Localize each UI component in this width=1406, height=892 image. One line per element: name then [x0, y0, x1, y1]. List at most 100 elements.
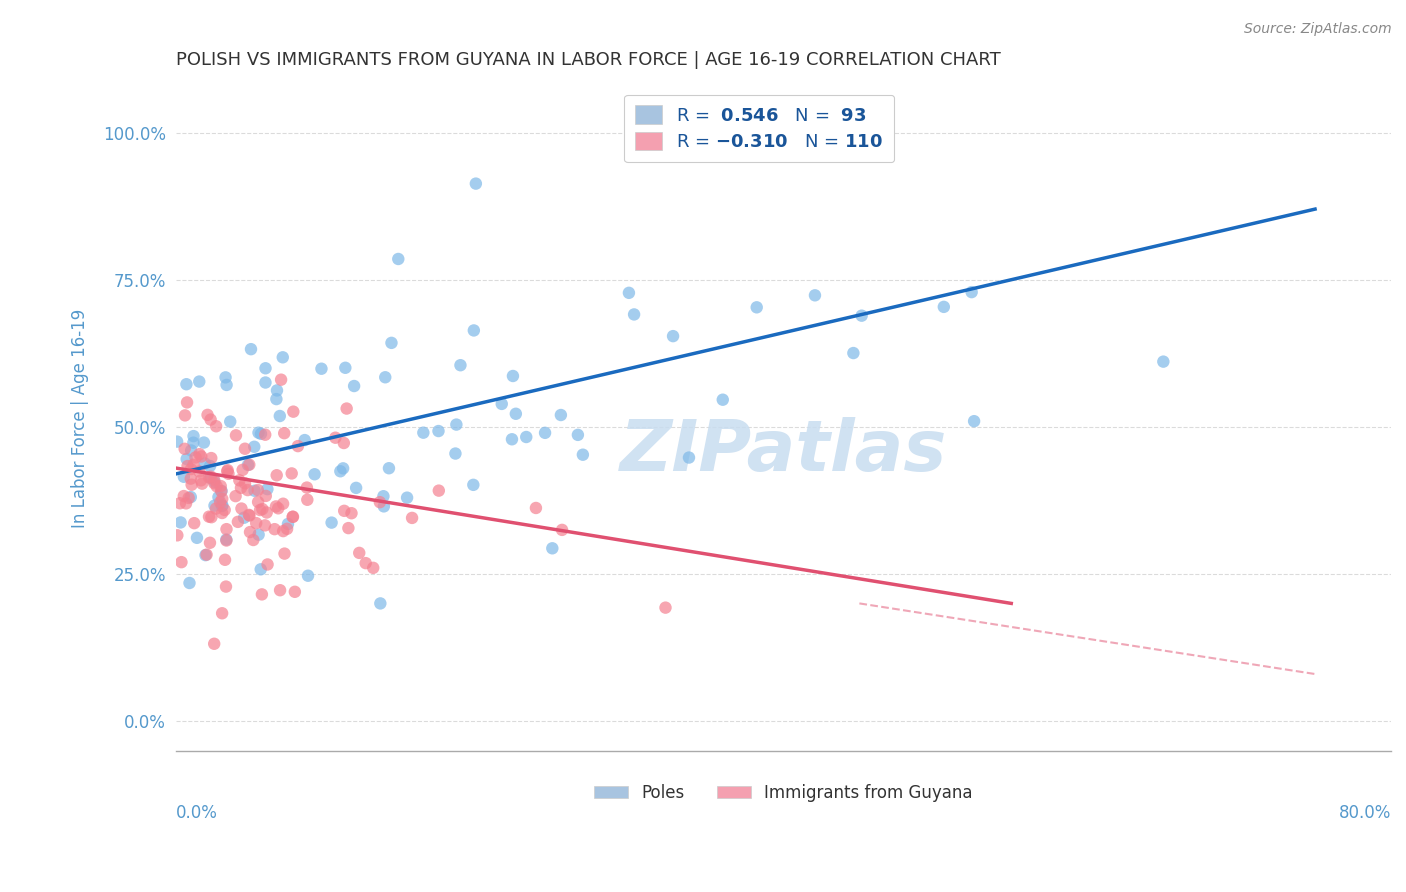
Poles — [396, 491, 419, 505]
Immigrants from Guyana — [247, 495, 270, 509]
Immigrants from Guyana — [295, 481, 318, 495]
Poles — [215, 378, 238, 392]
Immigrants from Guyana — [209, 495, 232, 509]
Poles — [427, 424, 450, 438]
Immigrants from Guyana — [176, 395, 198, 409]
Immigrants from Guyana — [198, 535, 221, 549]
Immigrants from Guyana — [281, 509, 304, 524]
Poles — [271, 351, 294, 365]
Poles — [321, 516, 343, 530]
Poles — [198, 458, 221, 473]
Immigrants from Guyana — [337, 521, 360, 535]
Poles — [960, 285, 983, 299]
Immigrants from Guyana — [209, 484, 232, 499]
Immigrants from Guyana — [236, 483, 259, 497]
Poles — [370, 596, 392, 610]
Immigrants from Guyana — [200, 469, 222, 483]
Immigrants from Guyana — [177, 491, 200, 505]
Immigrants from Guyana — [217, 463, 239, 477]
Poles — [173, 470, 195, 484]
Poles — [567, 428, 589, 442]
Poles — [194, 548, 217, 562]
Immigrants from Guyana — [325, 431, 347, 445]
Immigrants from Guyana — [226, 515, 249, 529]
Immigrants from Guyana — [273, 426, 295, 441]
Poles — [446, 417, 468, 432]
Poles — [464, 177, 486, 191]
Immigrants from Guyana — [238, 508, 260, 523]
Poles — [211, 499, 233, 513]
Poles — [269, 409, 291, 423]
Immigrants from Guyana — [215, 522, 238, 536]
Immigrants from Guyana — [233, 476, 256, 491]
Immigrants from Guyana — [349, 546, 371, 560]
Immigrants from Guyana — [427, 483, 450, 498]
Immigrants from Guyana — [297, 492, 319, 507]
Poles — [176, 452, 198, 467]
Immigrants from Guyana — [198, 509, 221, 524]
Immigrants from Guyana — [191, 476, 214, 491]
Text: POLISH VS IMMIGRANTS FROM GUYANA IN LABOR FORCE | AGE 16-19 CORRELATION CHART: POLISH VS IMMIGRANTS FROM GUYANA IN LABO… — [176, 51, 1001, 69]
Immigrants from Guyana — [188, 465, 211, 479]
Immigrants from Guyana — [176, 458, 198, 473]
Immigrants from Guyana — [270, 373, 292, 387]
Immigrants from Guyana — [254, 489, 277, 503]
Immigrants from Guyana — [214, 503, 236, 517]
Immigrants from Guyana — [217, 464, 239, 478]
Immigrants from Guyana — [169, 496, 191, 510]
Poles — [572, 448, 595, 462]
Poles — [932, 300, 955, 314]
Immigrants from Guyana — [215, 580, 238, 594]
Immigrants from Guyana — [188, 447, 211, 461]
Poles — [183, 435, 205, 450]
Immigrants from Guyana — [198, 470, 221, 484]
Poles — [380, 335, 402, 350]
Immigrants from Guyana — [180, 472, 202, 486]
Immigrants from Guyana — [209, 479, 232, 493]
Immigrants from Guyana — [205, 501, 228, 516]
Immigrants from Guyana — [200, 412, 222, 426]
Immigrants from Guyana — [246, 483, 269, 497]
Immigrants from Guyana — [174, 496, 197, 510]
Poles — [297, 568, 319, 582]
Immigrants from Guyana — [232, 463, 254, 477]
Poles — [378, 461, 401, 475]
Immigrants from Guyana — [228, 473, 250, 487]
Immigrants from Guyana — [214, 553, 236, 567]
Poles — [214, 370, 236, 384]
Immigrants from Guyana — [271, 497, 294, 511]
Poles — [236, 458, 259, 472]
Legend: Poles, Immigrants from Guyana: Poles, Immigrants from Guyana — [588, 777, 980, 809]
Immigrants from Guyana — [205, 479, 228, 493]
Immigrants from Guyana — [340, 506, 363, 520]
Immigrants from Guyana — [280, 467, 302, 481]
Y-axis label: In Labor Force | Age 16-19: In Labor Force | Age 16-19 — [72, 309, 89, 528]
Immigrants from Guyana — [180, 477, 202, 491]
Poles — [200, 471, 222, 485]
Poles — [183, 429, 205, 443]
Poles — [215, 533, 238, 547]
Poles — [166, 434, 188, 449]
Poles — [711, 392, 734, 407]
Poles — [179, 576, 201, 591]
Poles — [211, 499, 233, 513]
Poles — [277, 516, 299, 531]
Immigrants from Guyana — [195, 548, 218, 562]
Poles — [294, 433, 316, 447]
Poles — [534, 425, 557, 440]
Immigrants from Guyana — [170, 555, 193, 569]
Immigrants from Guyana — [202, 637, 225, 651]
Immigrants from Guyana — [238, 458, 260, 472]
Poles — [204, 475, 226, 489]
Immigrants from Guyana — [254, 427, 277, 442]
Immigrants from Guyana — [180, 462, 202, 476]
Poles — [502, 369, 524, 384]
Poles — [304, 467, 326, 482]
Immigrants from Guyana — [215, 533, 238, 548]
Immigrants from Guyana — [174, 409, 197, 423]
Poles — [1152, 354, 1174, 368]
Immigrants from Guyana — [284, 584, 307, 599]
Poles — [204, 499, 226, 513]
Immigrants from Guyana — [271, 524, 294, 538]
Poles — [842, 346, 865, 360]
